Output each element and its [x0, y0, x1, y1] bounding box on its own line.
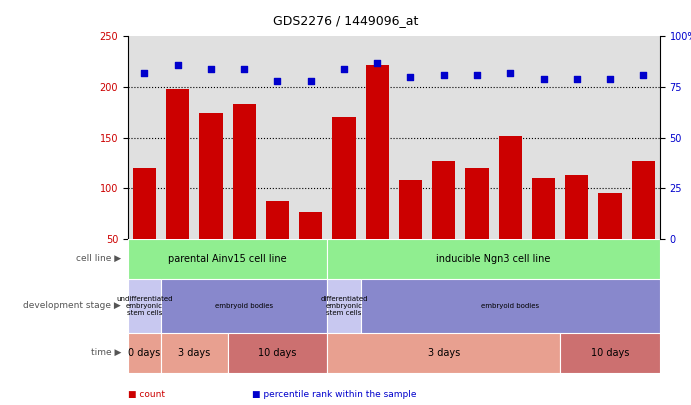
Bar: [632, 161, 655, 239]
Text: 10 days: 10 days: [591, 348, 630, 358]
Bar: [332, 117, 356, 239]
Point: [405, 74, 416, 80]
Point: [272, 78, 283, 84]
Bar: [465, 168, 489, 239]
Point: [372, 60, 383, 66]
Bar: [532, 178, 555, 239]
Text: cell line ▶: cell line ▶: [76, 254, 121, 263]
Text: embryoid bodies: embryoid bodies: [481, 303, 539, 309]
Bar: [565, 175, 589, 239]
Point: [438, 72, 449, 78]
Bar: [499, 136, 522, 239]
Bar: [560, 333, 660, 373]
Point: [605, 76, 616, 82]
Bar: [128, 279, 161, 333]
Text: development stage ▶: development stage ▶: [23, 301, 121, 310]
Bar: [227, 333, 328, 373]
Bar: [266, 201, 289, 239]
Text: 10 days: 10 days: [258, 348, 296, 358]
Bar: [161, 333, 227, 373]
Point: [504, 70, 515, 76]
Bar: [128, 333, 161, 373]
Text: differentiated
embryonic
stem cells: differentiated embryonic stem cells: [320, 296, 368, 316]
Point: [538, 76, 549, 82]
Point: [339, 66, 350, 72]
Bar: [199, 113, 223, 239]
Bar: [233, 104, 256, 239]
Text: ■ count: ■ count: [128, 390, 165, 399]
Bar: [328, 239, 660, 279]
Text: embryoid bodies: embryoid bodies: [215, 303, 273, 309]
Bar: [399, 180, 422, 239]
Text: 0 days: 0 days: [129, 348, 160, 358]
Bar: [128, 239, 328, 279]
Point: [139, 70, 150, 76]
Point: [172, 62, 183, 68]
Text: time ▶: time ▶: [91, 348, 121, 357]
Point: [205, 66, 216, 72]
Text: 3 days: 3 days: [428, 348, 460, 358]
Bar: [133, 168, 156, 239]
Text: GDS2276 / 1449096_at: GDS2276 / 1449096_at: [273, 14, 418, 27]
Bar: [598, 193, 622, 239]
Point: [471, 72, 482, 78]
Text: inducible Ngn3 cell line: inducible Ngn3 cell line: [437, 254, 551, 264]
Point: [305, 78, 316, 84]
Bar: [161, 279, 328, 333]
Bar: [299, 211, 323, 239]
Point: [638, 72, 649, 78]
Bar: [166, 89, 189, 239]
Bar: [366, 65, 389, 239]
Bar: [432, 161, 455, 239]
Bar: [328, 279, 361, 333]
Text: 3 days: 3 days: [178, 348, 211, 358]
Text: parental Ainv15 cell line: parental Ainv15 cell line: [169, 254, 287, 264]
Bar: [361, 279, 660, 333]
Text: undifferentiated
embryonic
stem cells: undifferentiated embryonic stem cells: [116, 296, 173, 316]
Point: [571, 76, 583, 82]
Bar: [328, 333, 560, 373]
Point: [238, 66, 249, 72]
Text: ■ percentile rank within the sample: ■ percentile rank within the sample: [252, 390, 417, 399]
